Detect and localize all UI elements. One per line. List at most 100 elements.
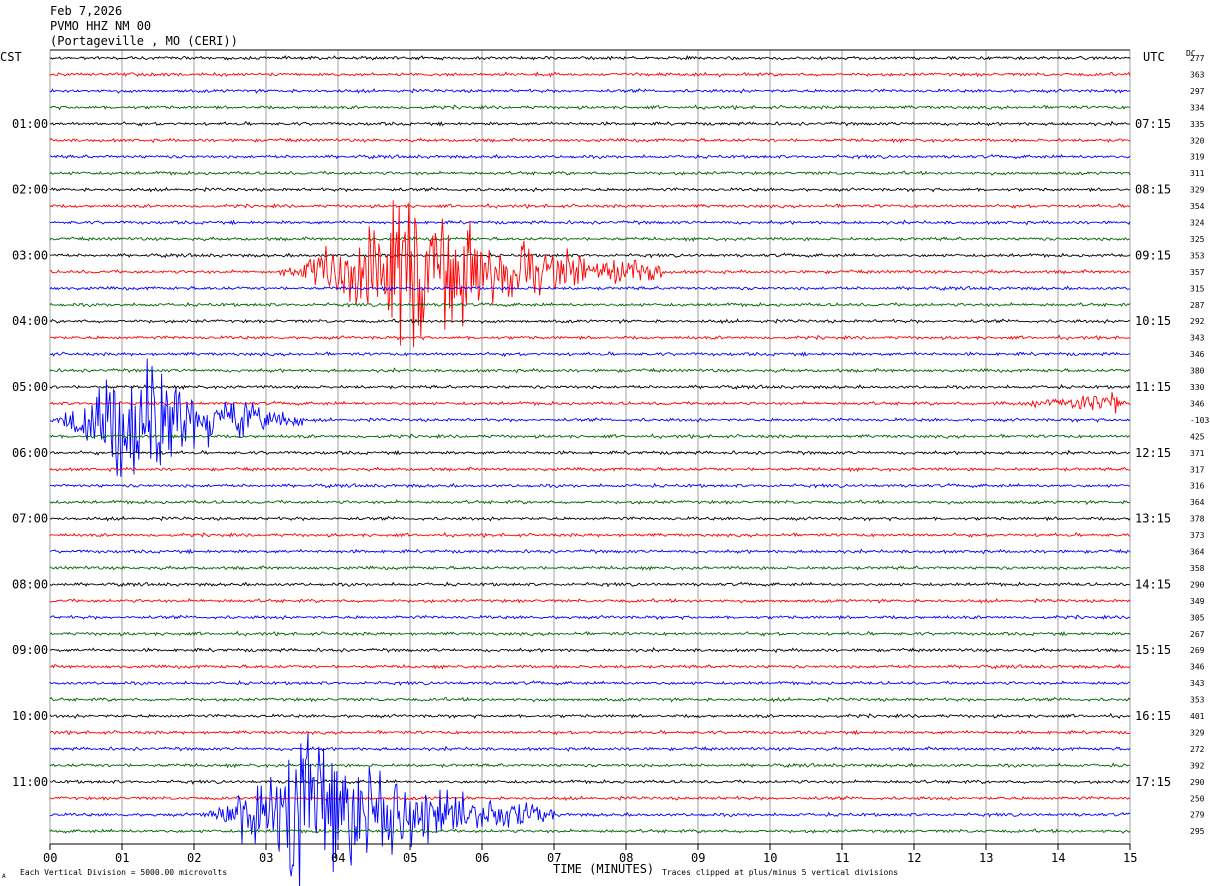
x-tick-label: 10 — [763, 851, 777, 865]
left-hour-label: 11:00 — [12, 775, 48, 789]
x-tick-label: 03 — [259, 851, 273, 865]
right-hour-label: 12:15 — [1135, 446, 1171, 460]
right-hour-label: 09:15 — [1135, 248, 1171, 262]
trace-row — [49, 548, 1131, 555]
trace-row — [49, 729, 1131, 736]
x-tick-label: 14 — [1051, 851, 1065, 865]
trace-row — [49, 499, 1131, 506]
dc-offset-label: 364 — [1190, 548, 1205, 557]
x-tick-label: 13 — [979, 851, 993, 865]
left-hour-label: 08:00 — [12, 577, 48, 591]
trace-row — [50, 663, 1131, 670]
trace-row — [49, 712, 1131, 719]
dc-offset-label: 353 — [1190, 251, 1205, 260]
trace-row — [49, 581, 1131, 588]
left-hour-label: 07:00 — [12, 512, 48, 526]
left-hour-label: 05:00 — [12, 380, 48, 394]
dc-offset-label: 305 — [1190, 613, 1205, 622]
dc-offset-label: 354 — [1190, 202, 1205, 211]
right-hour-label: 08:15 — [1135, 183, 1171, 197]
x-tick-label: 01 — [115, 851, 129, 865]
dc-offset-label: 325 — [1190, 235, 1205, 244]
dc-offset-label: 272 — [1190, 745, 1205, 754]
x-tick-label: 00 — [43, 851, 57, 865]
trace-row — [49, 449, 1131, 456]
trace-row — [49, 120, 1131, 127]
trace-row — [49, 778, 1131, 785]
trace-row — [49, 515, 1131, 522]
x-tick-label: 07 — [547, 851, 561, 865]
dc-offset-label: 287 — [1190, 301, 1205, 310]
x-tick-label: 05 — [403, 851, 417, 865]
dc-offset-label: 349 — [1190, 597, 1205, 606]
trace-row — [49, 301, 1131, 308]
trace-row — [49, 88, 1131, 94]
trace-row — [49, 71, 1131, 78]
dc-offset-label: 363 — [1190, 70, 1205, 79]
trace-row — [49, 153, 1131, 160]
right-hour-label: 14:15 — [1135, 577, 1171, 591]
dc-offset-label: 330 — [1190, 383, 1205, 392]
trace-row — [49, 236, 1130, 243]
trace-row — [49, 531, 1131, 538]
left-timezone-label: CST — [0, 50, 22, 64]
trace-row — [49, 170, 1131, 176]
trace-row — [49, 358, 1131, 477]
dc-offset-label: 346 — [1190, 350, 1205, 359]
dc-offset-label: 315 — [1190, 284, 1205, 293]
dc-offset-label: 343 — [1190, 334, 1205, 343]
trace-row — [50, 482, 1131, 489]
trace-row — [49, 828, 1131, 834]
trace-row — [49, 614, 1131, 621]
x-axis-title: TIME (MINUTES) — [553, 862, 654, 876]
header-station: PVMO HHZ NM 00 — [50, 19, 152, 33]
trace-row — [50, 392, 1131, 414]
trace-row — [49, 598, 1131, 604]
corner-mark: A — [2, 873, 6, 880]
left-hour-label: 10:00 — [12, 709, 48, 723]
trace-row — [49, 732, 1131, 886]
trace-row — [49, 285, 1130, 292]
time-grid — [49, 50, 1131, 850]
dc-offset-label: 279 — [1190, 811, 1205, 820]
header-date: Feb 7,2026 — [50, 4, 123, 18]
dc-offset-label: 357 — [1190, 268, 1205, 277]
dc-column-label: DC — [1186, 49, 1196, 58]
dc-offset-label: 378 — [1190, 515, 1205, 524]
dc-offset-label: 380 — [1190, 367, 1205, 376]
trace-row — [49, 351, 1131, 358]
dc-offset-label: 290 — [1190, 778, 1205, 787]
trace-row — [49, 433, 1131, 440]
right-timezone-label: UTC — [1143, 50, 1165, 64]
dc-offset-label: 329 — [1190, 186, 1205, 195]
dc-offset-label: 250 — [1190, 794, 1205, 803]
x-tick-label: 09 — [691, 851, 705, 865]
x-tick-label: 15 — [1123, 851, 1137, 865]
x-tick-label: 02 — [187, 851, 201, 865]
dc-offset-label: 317 — [1190, 465, 1205, 474]
trace-row — [49, 795, 1131, 802]
trace-row — [49, 565, 1131, 572]
dc-offset-label: 425 — [1190, 432, 1205, 441]
left-hour-label: 04:00 — [12, 314, 48, 328]
dc-offset-label: 346 — [1190, 399, 1205, 408]
left-hour-label: 02:00 — [12, 183, 48, 197]
trace-row — [49, 104, 1131, 111]
dc-offset-label: -103 — [1190, 416, 1209, 425]
trace-row — [49, 466, 1131, 473]
axis-labels: 00 01 02 03 04 05 06 07 08 09 10 11 12 13 14 15 277 363 29… — [12, 54, 1209, 865]
dc-offset-label: 334 — [1190, 103, 1205, 112]
right-hour-label: 16:15 — [1135, 709, 1171, 723]
trace-row — [49, 680, 1131, 687]
dc-offset-label: 358 — [1190, 564, 1205, 573]
trace-row — [50, 647, 1131, 654]
dc-offset-label: 316 — [1190, 482, 1205, 491]
dc-offset-label: 343 — [1190, 679, 1205, 688]
left-hour-label: 06:00 — [12, 446, 48, 460]
trace-row — [50, 252, 1131, 259]
trace-row — [49, 54, 1131, 61]
trace-row — [49, 202, 1131, 209]
dc-offset-label: 320 — [1190, 136, 1205, 145]
x-tick-label: 04 — [331, 851, 345, 865]
